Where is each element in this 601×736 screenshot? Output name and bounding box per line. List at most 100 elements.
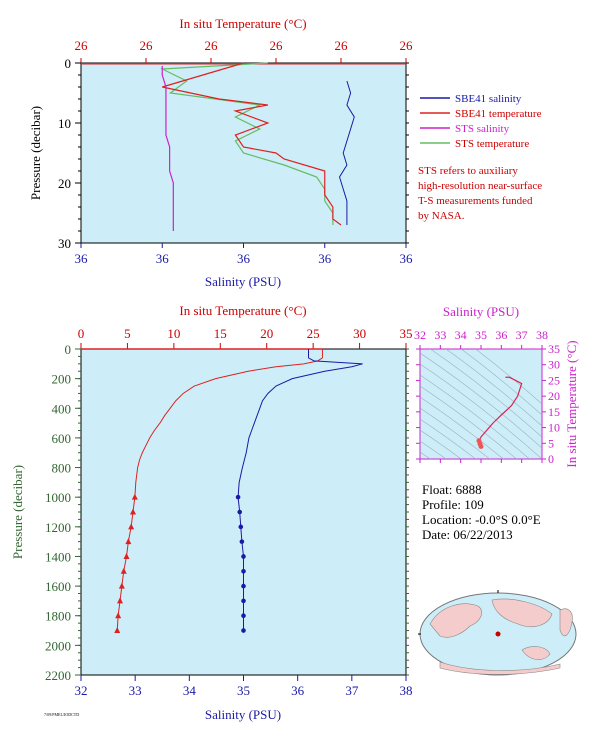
temperature-tick-label: 26 — [140, 38, 154, 53]
ts-density-contour — [420, 418, 477, 459]
pressure-tick-label: 10 — [58, 116, 71, 131]
salinity-marker — [237, 509, 243, 515]
note-line-4: by NASA. — [418, 210, 465, 222]
salinity-tick-label: 36 — [291, 683, 305, 698]
surface-series — [159, 62, 355, 231]
ts-density-contour — [420, 407, 491, 459]
ts-salinity-tick-label: 32 — [414, 328, 426, 342]
salinity-marker — [235, 494, 241, 500]
temperature-tick-label: 26 — [205, 38, 219, 53]
temperature-marker — [117, 597, 123, 604]
profile-salinity-label: Salinity (PSU) — [205, 707, 281, 722]
ts-deep-marker — [478, 443, 484, 449]
pressure-tick-label: 800 — [52, 461, 72, 476]
ts-temperature-tick-label: 10 — [548, 421, 560, 435]
temperature-tick-label: 26 — [270, 38, 284, 53]
salinity-marker — [238, 524, 244, 530]
salinity-marker — [241, 598, 246, 604]
profile-number: Profile: 109 — [422, 497, 484, 512]
float-location: Location: -0.0°S 0.0°E — [422, 512, 541, 527]
profile-panel: In situ Temperature (°C) Salinity (PSU) … — [10, 303, 413, 722]
note-line-1: STS refers to auxiliary — [418, 165, 518, 177]
temperature-tick-label: 5 — [124, 326, 131, 341]
ts-temperature-tick-label: 20 — [548, 389, 560, 403]
ts-temperature-tick-label: 15 — [548, 405, 560, 419]
legend-label-sbe41-temperature: SBE41 temperature — [455, 108, 542, 120]
pressure-tick-label: 1000 — [45, 490, 71, 505]
pressure-tick-label: 2000 — [45, 638, 71, 653]
salinity-tick-label: 38 — [400, 683, 413, 698]
ts-panel: Salinity (PSU) In situ Temperature (°C) … — [414, 304, 579, 468]
salinity-profile-line — [237, 349, 363, 631]
temperature-marker — [125, 538, 132, 545]
surface-zero-line — [81, 63, 406, 65]
temperature-tick-label: 10 — [167, 326, 180, 341]
pressure-tick-label: 200 — [52, 372, 72, 387]
temperature-tick-label: 0 — [78, 326, 85, 341]
ts-temperature-tick-label: 35 — [548, 342, 560, 356]
legend-label-sts-salinity: STS salinity — [455, 123, 510, 135]
ts-temperature-tick-label: 30 — [548, 358, 560, 372]
temperature-tick-label: 25 — [307, 326, 320, 341]
salinity-marker — [239, 539, 245, 544]
float-id: Float: 6888 — [422, 482, 482, 497]
salinity-marker — [241, 568, 246, 574]
note-line-2: high-resolution near-surface — [418, 180, 542, 192]
salinity-tick-label: 35 — [237, 683, 250, 698]
temperature-marker — [128, 523, 135, 530]
surface-salinity-label: Salinity (PSU) — [205, 274, 281, 289]
salinity-tick-label: 33 — [129, 683, 142, 698]
temperature-tick-label: 26 — [75, 38, 89, 53]
pressure-tick-label: 20 — [58, 176, 71, 191]
ts-density-contour — [475, 349, 542, 405]
temperature-tick-label: 20 — [260, 326, 273, 341]
salinity-marker — [241, 628, 246, 633]
salinity-tick-label: 36 — [75, 251, 89, 266]
temperature-tick-label: 30 — [353, 326, 366, 341]
footer-credit: 7/09/PMEL/IODCTD — [44, 712, 79, 717]
temperature-marker — [120, 567, 127, 574]
note-line-3: T-S measurements funded — [418, 195, 533, 207]
ts-density-contour — [420, 429, 462, 459]
salinity-tick-label: 32 — [75, 683, 88, 698]
profile-date: Date: 06/22/2013 — [422, 527, 513, 542]
salinity-tick-label: 34 — [183, 683, 197, 698]
ts-temperature-tick-label: 0 — [548, 452, 554, 466]
pressure-tick-label: 1200 — [45, 520, 71, 535]
salinity-tick-label: 36 — [318, 251, 332, 266]
ts-salinity-tick-label: 34 — [455, 328, 467, 342]
pressure-tick-label: 0 — [65, 56, 72, 71]
salinity-tick-label: 37 — [345, 683, 359, 698]
float-info: Float: 6888 Profile: 109 Location: -0.0°… — [422, 482, 541, 542]
ts-temperature-label: In situ Temperature (°C) — [564, 340, 579, 467]
salinity-marker — [241, 554, 246, 559]
temperature-marker — [118, 582, 125, 589]
temperature-tick-label: 15 — [214, 326, 227, 341]
ts-salinity-tick-label: 33 — [434, 328, 446, 342]
ts-series — [420, 349, 542, 459]
ts-salinity-tick-label: 38 — [536, 328, 548, 342]
legend-label-sts-temperature: STS temperature — [455, 138, 529, 150]
ts-density-contour — [420, 440, 447, 459]
map-float-position — [495, 631, 501, 637]
pressure-tick-label: 1800 — [45, 609, 71, 624]
temperature-marker — [114, 627, 121, 634]
profile-pressure-label: Pressure (decibar) — [10, 465, 25, 559]
ts-temperature-tick-label: 5 — [548, 436, 554, 450]
profile-axes: 0 5 10 15 20 25 30 35 32 33 34 35 36 37 38 0 200 400 600 80… — [45, 326, 413, 698]
salinity-tick-label: 36 — [400, 251, 414, 266]
pressure-tick-label: 2200 — [45, 668, 71, 683]
pressure-tick-label: 1600 — [45, 579, 71, 594]
pressure-tick-label: 1400 — [45, 549, 71, 564]
map-land-americas — [559, 608, 573, 637]
ts-salinity-title: Salinity (PSU) — [443, 304, 519, 319]
sts-temperature-line — [159, 62, 334, 225]
salinity-tick-label: 36 — [156, 251, 170, 266]
ts-density-contour — [420, 352, 542, 449]
salinity-marker — [241, 583, 246, 589]
ts-salinity-tick-label: 37 — [516, 328, 528, 342]
ts-density-contour — [420, 374, 530, 459]
profile-temperature-title: In situ Temperature (°C) — [179, 303, 306, 318]
